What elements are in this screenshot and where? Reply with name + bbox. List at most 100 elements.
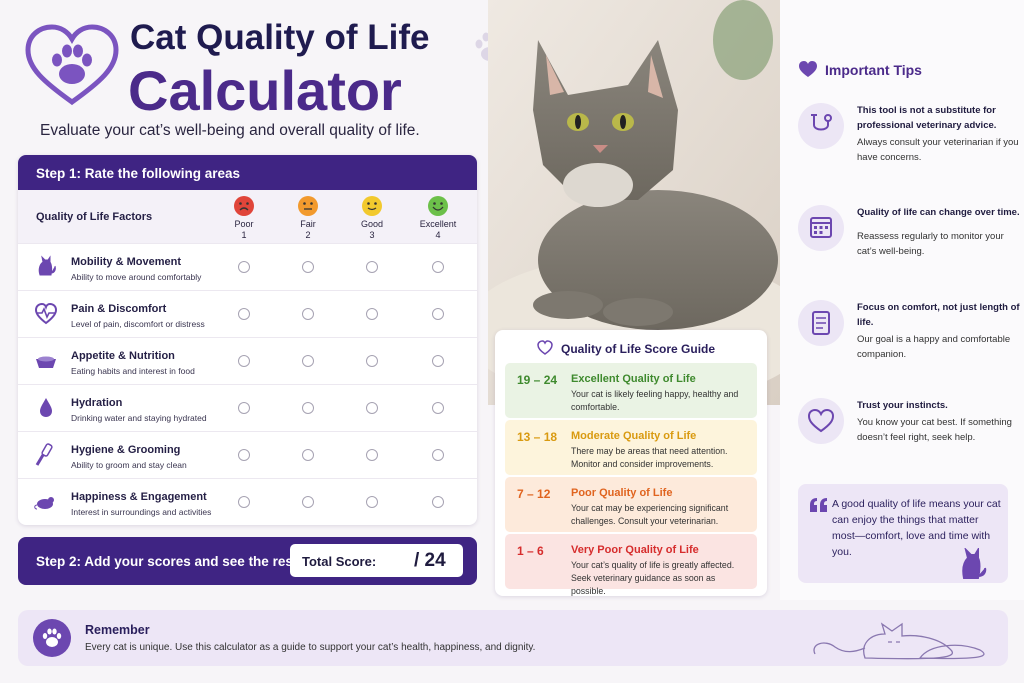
rating-radio[interactable] xyxy=(238,355,250,367)
factor-desc: Eating habits and interest in food xyxy=(71,366,195,376)
level-title: Moderate Quality of Life xyxy=(571,430,697,442)
column-header: Fair 2 xyxy=(278,195,338,241)
tip-icon xyxy=(798,300,844,346)
rating-radio[interactable] xyxy=(432,449,444,461)
rating-radio[interactable] xyxy=(238,402,250,414)
rating-radio[interactable] xyxy=(302,355,314,367)
tip-text: Reassess regularly to monitor your cat’s… xyxy=(857,231,1004,257)
level: 19 – 24 Excellent Quality of Life Your cat… xyxy=(505,363,757,418)
level: 13 – 18 Moderate Quality of Life There may… xyxy=(505,420,757,475)
tip-heading: Focus on comfort, not just length of lif… xyxy=(857,302,1020,328)
column-score: 3 xyxy=(369,230,375,240)
factor-desc: Interest in surroundings and activities xyxy=(71,507,212,517)
tip-icon xyxy=(798,103,844,149)
factor-row: Mobility & Movement Ability to move aroun… xyxy=(18,243,477,290)
column-label: Excellent xyxy=(419,219,457,229)
rating-radio[interactable] xyxy=(302,449,314,461)
level-range: 19 – 24 xyxy=(517,373,558,387)
level: 7 – 12 Poor Quality of Life Your cat may b… xyxy=(505,477,757,532)
column-label: Good xyxy=(360,219,384,229)
step2-bar: Step 2: Add your scores and see the resu… xyxy=(18,537,477,585)
factor-icon xyxy=(34,302,58,326)
rating-radio[interactable] xyxy=(432,308,444,320)
factor-row: Hydration Drinking water and staying hydr… xyxy=(18,384,477,431)
column-label: Fair xyxy=(300,219,316,229)
level-title: Excellent Quality of Life xyxy=(571,373,696,385)
factor-row: Hygiene & Grooming Ability to groom and s… xyxy=(18,431,477,478)
rating-radio[interactable] xyxy=(238,261,250,273)
quote-box: A good quality of life means your cat ca… xyxy=(798,484,1008,583)
face-icon xyxy=(298,196,318,216)
rating-radio[interactable] xyxy=(238,308,250,320)
title: Cat Quality of Life xyxy=(130,18,430,57)
rating-radio[interactable] xyxy=(366,449,378,461)
rating-radio[interactable] xyxy=(366,355,378,367)
sleeping-cats xyxy=(813,622,985,660)
rating-radio[interactable] xyxy=(432,402,444,414)
tip-heading: This tool is not a substitute for profes… xyxy=(857,105,997,131)
column-header: Good 3 xyxy=(342,195,402,241)
tips-title: Important Tips xyxy=(825,62,922,78)
column-score: 2 xyxy=(305,230,311,240)
factor-icon xyxy=(34,443,58,467)
quote: A good quality of life means your cat ca… xyxy=(832,498,1001,558)
face-icon xyxy=(362,196,382,216)
rating-radio[interactable] xyxy=(366,496,378,508)
level-range: 1 – 6 xyxy=(517,544,544,558)
rating-radio[interactable] xyxy=(302,308,314,320)
tip-icon xyxy=(798,398,844,444)
factor-name: Hydration xyxy=(71,397,123,409)
step1-header: Step 1: Rate the following areas xyxy=(18,155,477,190)
rating-radio[interactable] xyxy=(302,496,314,508)
factor-desc: Ability to move around comfortably xyxy=(71,272,202,282)
rating-radio[interactable] xyxy=(302,402,314,414)
remember-title: Remember xyxy=(85,623,150,637)
guide-icon xyxy=(537,340,553,355)
level-title: Very Poor Quality of Life xyxy=(571,544,699,556)
column-header: Poor 1 xyxy=(214,195,274,241)
column-header: Excellent 4 xyxy=(408,195,468,241)
tip-text: Our goal is a happy and comfortable comp… xyxy=(857,334,1011,360)
logo xyxy=(25,24,119,106)
factor-name: Pain & Discomfort xyxy=(71,303,167,315)
rating-radio[interactable] xyxy=(366,261,378,273)
face-icon xyxy=(234,196,254,216)
remember-bar: Remember Every cat is unique. Use this c… xyxy=(18,610,1008,666)
rating-radio[interactable] xyxy=(366,402,378,414)
total-label: Total Score: xyxy=(302,554,377,569)
step2-title: Step 2: Add your scores and see the resu… xyxy=(36,554,310,569)
tip-icon xyxy=(798,205,844,251)
rating-radio[interactable] xyxy=(238,496,250,508)
factors-header: Quality of Life Factors xyxy=(36,211,153,223)
cat-silhouette xyxy=(962,548,987,579)
tip-text: You know your cat best. If something doe… xyxy=(857,417,1012,443)
subtitle: Evaluate your cat’s well-being and overa… xyxy=(40,122,420,139)
level-title: Poor Quality of Life xyxy=(571,487,673,499)
factor-name: Mobility & Movement xyxy=(71,256,182,268)
level-desc: There may be areas that need attention. … xyxy=(571,446,728,469)
factor-icon xyxy=(34,255,58,279)
level-range: 13 – 18 xyxy=(517,430,558,444)
title: Calculator xyxy=(128,59,402,122)
factor-icon xyxy=(34,490,58,514)
level: 1 – 6 Very Poor Quality of Life Your cat’s… xyxy=(505,534,757,596)
rating-table: Step 1: Rate the following areas Quality… xyxy=(18,155,477,525)
factor-desc: Drinking water and staying hydrated xyxy=(71,413,207,423)
factor-name: Happiness & Engagement xyxy=(71,491,207,503)
factor-name: Hygiene & Grooming xyxy=(71,444,181,456)
rating-radio[interactable] xyxy=(366,308,378,320)
factor-desc: Ability to groom and stay clean xyxy=(71,460,187,470)
rating-radio[interactable] xyxy=(432,355,444,367)
rating-radio[interactable] xyxy=(432,496,444,508)
rating-radio[interactable] xyxy=(432,261,444,273)
column-label: Poor xyxy=(234,219,254,229)
total-max: / 24 xyxy=(414,550,446,571)
rating-radio[interactable] xyxy=(238,449,250,461)
level-desc: Your cat’s quality of life is greatly af… xyxy=(571,560,735,596)
remember-text: Every cat is unique. Use this calculator… xyxy=(85,642,536,653)
total-box: Total Score: / 24 xyxy=(290,544,463,577)
quote-mark xyxy=(810,498,827,512)
level-desc: Your cat may be experiencing significant… xyxy=(571,503,729,526)
rating-radio[interactable] xyxy=(302,261,314,273)
